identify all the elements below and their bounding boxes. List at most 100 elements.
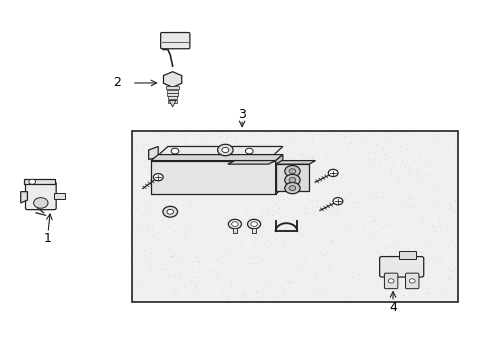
Point — [207, 184, 215, 190]
Point — [193, 278, 201, 284]
Point — [253, 294, 261, 300]
Point — [358, 262, 366, 268]
Point — [239, 292, 246, 297]
Point — [274, 165, 282, 170]
Point — [448, 180, 456, 186]
Point — [292, 289, 300, 295]
Point — [211, 270, 219, 276]
Point — [426, 242, 433, 248]
Point — [256, 184, 264, 190]
Point — [449, 264, 457, 270]
Point — [209, 234, 217, 240]
Point — [249, 243, 257, 249]
Point — [193, 245, 201, 251]
Point — [429, 184, 437, 190]
Point — [256, 256, 264, 262]
Point — [254, 180, 262, 186]
Point — [192, 240, 200, 246]
Point — [323, 284, 330, 289]
Point — [420, 171, 427, 177]
Point — [364, 158, 371, 164]
Point — [271, 193, 279, 198]
Point — [411, 256, 419, 261]
Point — [358, 194, 366, 199]
Point — [399, 138, 407, 144]
Point — [170, 289, 178, 295]
Point — [172, 212, 180, 218]
Point — [280, 238, 288, 244]
Point — [341, 144, 349, 149]
Point — [303, 249, 310, 255]
Point — [338, 179, 346, 184]
Point — [153, 130, 161, 136]
Point — [146, 190, 154, 196]
Point — [273, 254, 281, 260]
Point — [249, 178, 257, 184]
Point — [242, 217, 249, 222]
Point — [379, 151, 387, 157]
Point — [429, 280, 437, 286]
Point — [393, 272, 401, 278]
Point — [242, 291, 249, 297]
Point — [145, 219, 153, 225]
Point — [395, 286, 403, 292]
Point — [381, 203, 389, 209]
Point — [287, 230, 295, 235]
Point — [187, 132, 195, 138]
Point — [333, 282, 341, 288]
Point — [413, 179, 421, 184]
Point — [449, 221, 457, 226]
Point — [335, 192, 343, 198]
Point — [386, 251, 394, 257]
Point — [369, 217, 377, 222]
Point — [398, 247, 406, 253]
Point — [353, 181, 361, 186]
Point — [206, 243, 214, 248]
Point — [397, 270, 405, 276]
Point — [300, 141, 308, 147]
Point — [432, 267, 440, 273]
Point — [192, 255, 200, 260]
Point — [148, 225, 156, 230]
Point — [397, 202, 405, 207]
Point — [218, 231, 225, 237]
Point — [357, 138, 365, 144]
Point — [249, 286, 257, 292]
Point — [449, 208, 457, 213]
Point — [365, 231, 372, 237]
Point — [343, 141, 350, 147]
Point — [168, 148, 176, 154]
Point — [249, 283, 257, 288]
Point — [366, 263, 373, 269]
Point — [249, 247, 257, 253]
Point — [291, 184, 299, 189]
Point — [149, 180, 157, 185]
Point — [358, 172, 366, 178]
Point — [274, 237, 282, 242]
Point — [300, 271, 308, 277]
Point — [142, 210, 149, 216]
Point — [382, 221, 390, 227]
Point — [143, 172, 151, 177]
Point — [448, 215, 456, 220]
Point — [329, 204, 337, 210]
Point — [369, 194, 377, 199]
Point — [233, 227, 241, 233]
Point — [386, 134, 394, 140]
Point — [448, 183, 456, 189]
Point — [286, 279, 294, 285]
Point — [264, 212, 271, 217]
Point — [278, 197, 286, 202]
Point — [389, 155, 397, 161]
Point — [175, 169, 183, 175]
Point — [139, 149, 146, 154]
Point — [433, 281, 441, 287]
Polygon shape — [275, 161, 315, 164]
Text: 1: 1 — [44, 232, 52, 245]
Point — [231, 246, 239, 251]
Point — [378, 188, 386, 194]
Point — [178, 186, 186, 192]
Point — [259, 211, 266, 217]
Point — [371, 198, 379, 204]
Point — [178, 202, 185, 208]
